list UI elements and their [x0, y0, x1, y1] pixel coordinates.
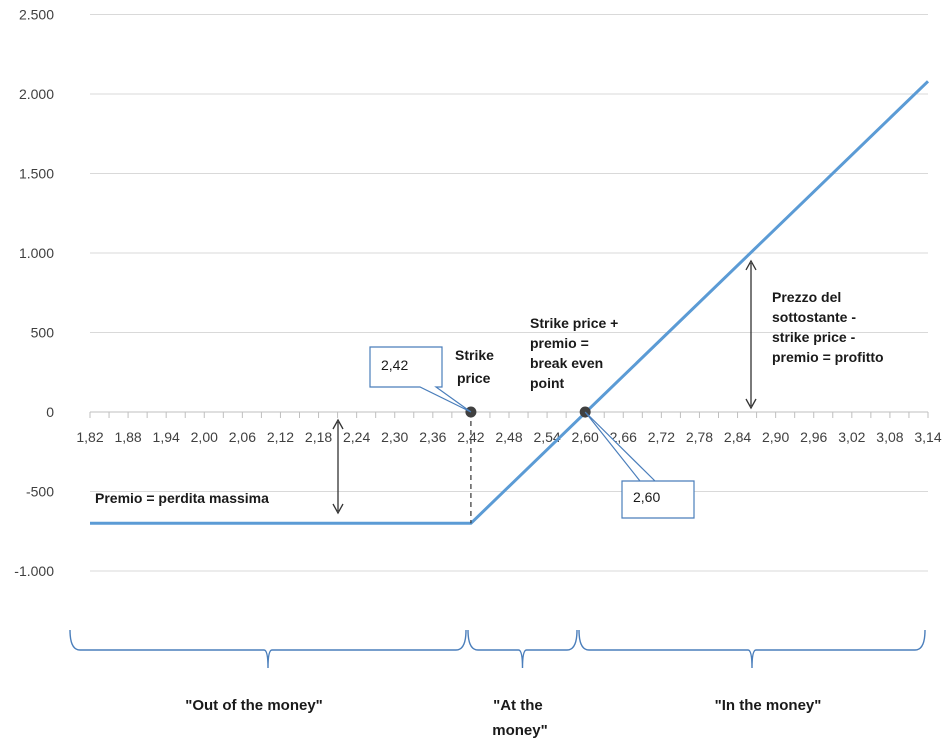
annotation-break-even: Strike price + premio = break even point [530, 315, 622, 391]
annotation-strike-line-1: Strike [455, 347, 494, 363]
x-tick-label: 3,02 [838, 429, 865, 445]
annotation-profit-line-4: premio = profitto [772, 349, 884, 365]
x-tick-label: 2,90 [762, 429, 789, 445]
callout-breakeven-box [584, 411, 695, 519]
x-tick-label: 2,48 [495, 429, 522, 445]
annotation-strike-line-2: price [457, 370, 491, 386]
annotation-profit: Prezzo del sottostante - strike price - … [772, 289, 884, 365]
zone-label-at-the-money: "At the money" [492, 697, 547, 739]
y-tick-label: 2.500 [19, 7, 54, 23]
x-tick-label: 2,66 [610, 429, 637, 445]
x-tick-label: 2,30 [381, 429, 408, 445]
profit-arrow-head-top [745, 259, 757, 271]
x-axis-ticks: 1,82 1,88 1,94 2,00 2,06 2,12 2,18 2,24 2,30 2,36… [76, 429, 941, 445]
x-tick-label: 2,42 [457, 429, 484, 445]
x-tick-label: 2,84 [724, 429, 751, 445]
premium-arrow-head-top [332, 418, 344, 430]
x-tick-label: 1,88 [114, 429, 141, 445]
annotation-breakeven-line-1: Strike price + [530, 315, 618, 331]
x-tick-label: 2,78 [686, 429, 713, 445]
annotation-premium: Premio = perdita massima [95, 490, 269, 506]
x-tick-label: 2,18 [305, 429, 332, 445]
y-tick-label: -500 [26, 484, 54, 500]
callout-breakeven-label: 2,60 [633, 489, 660, 505]
x-tick-label: 1,94 [153, 429, 180, 445]
y-tick-label: 2.000 [19, 86, 54, 102]
x-tick-label: 2,60 [572, 429, 599, 445]
x-tick-label: 2,36 [419, 429, 446, 445]
callout-strike-box [369, 346, 472, 413]
zone-braces [69, 629, 926, 669]
x-axis [89, 411, 929, 418]
profit-arrow-head-bottom [745, 398, 757, 410]
premium-arrow-head-bottom [332, 503, 344, 515]
zone-label-at-line-2: money" [492, 722, 547, 739]
zone-label-out-of-the-money: "Out of the money" [185, 697, 323, 714]
y-axis-ticks: 2.500 2.000 1.500 1.000 500 0 -500 -1.000 [14, 7, 54, 580]
y-tick-label: 0 [46, 404, 54, 420]
annotation-profit-line-3: strike price - [772, 329, 856, 345]
annotation-breakeven-line-3: break even [530, 355, 603, 371]
y-tick-label: 1.500 [19, 166, 54, 182]
annotation-strike-price: Strike price [455, 347, 498, 386]
gridlines [90, 14, 928, 572]
x-tick-label: 2,06 [229, 429, 256, 445]
callout-strike-label: 2,42 [381, 357, 408, 373]
x-tick-label: 3,14 [914, 429, 941, 445]
x-tick-label: 2,12 [267, 429, 294, 445]
annotation-breakeven-line-4: point [530, 375, 565, 391]
x-tick-label: 2,72 [648, 429, 675, 445]
y-tick-label: 1.000 [19, 245, 54, 261]
brace-out-of-the-money [69, 629, 467, 669]
annotation-profit-line-2: sottostante - [772, 309, 856, 325]
annotation-arrows [332, 259, 757, 524]
annotation-profit-line-1: Prezzo del [772, 289, 841, 305]
brace-at-the-money [467, 629, 578, 669]
callout-breakeven: 2,60 [584, 411, 695, 519]
annotation-breakeven-line-2: premio = [530, 335, 589, 351]
x-tick-label: 2,00 [191, 429, 218, 445]
x-tick-label: 3,08 [876, 429, 903, 445]
brace-in-the-money [578, 629, 926, 669]
y-tick-label: 500 [31, 325, 55, 341]
zone-label-at-line-1: "At the [493, 697, 543, 714]
x-tick-label: 2,54 [533, 429, 560, 445]
x-tick-label: 2,24 [343, 429, 370, 445]
y-tick-label: -1.000 [14, 563, 54, 579]
x-tick-label: 1,82 [76, 429, 103, 445]
zone-label-in-the-money: "In the money" [715, 697, 822, 714]
profit-arrow [745, 259, 757, 410]
x-tick-label: 2,96 [800, 429, 827, 445]
callout-strike: 2,42 [369, 346, 472, 413]
premium-arrow [332, 418, 344, 515]
